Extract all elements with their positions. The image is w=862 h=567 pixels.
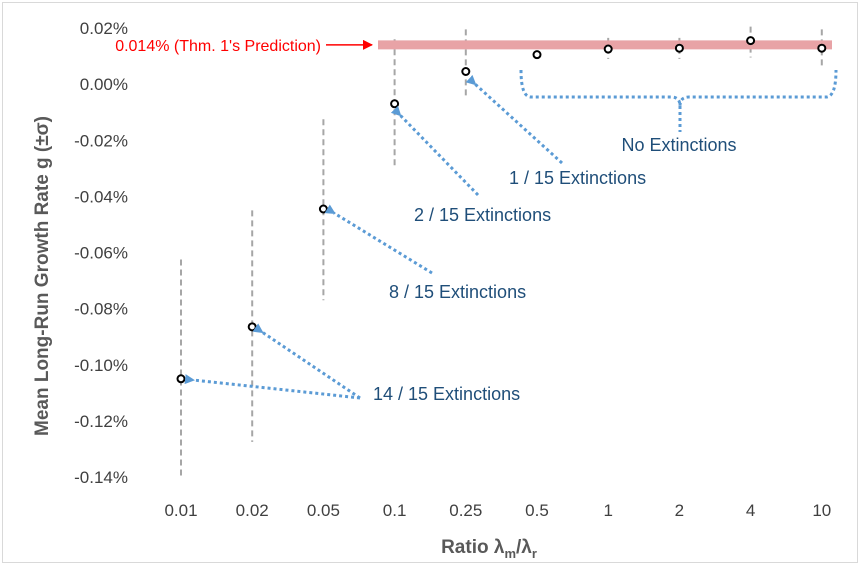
mean-point [746,36,756,46]
y-tick-label: -0.08% [74,300,128,319]
arrow-one-extinction [465,74,564,165]
tick-labels: 0.02% 0.00% -0.02% -0.04% -0.06% -0.08% -0.10%… [74,19,831,520]
mean-point [176,374,186,384]
mean-point [390,99,400,109]
mean-point [532,50,542,60]
annotations: No Extinctions 1 / 15 Extinctions 2 / 15… [184,69,838,404]
x-axis-title: Ratio λm/λr [441,537,537,561]
mean-point [603,44,613,54]
x-tick-label: 0.02 [236,501,269,520]
mean-point [247,322,257,332]
x-tick-label: 2 [675,501,684,520]
annotation-no-extinctions: No Extinctions [621,135,736,155]
y-tick-label: -0.06% [74,244,128,263]
y-tick-label: 0.00% [80,75,128,94]
x-tick-label: 0.05 [307,501,340,520]
y-tick-label: -0.10% [74,356,128,375]
y-tick-label: -0.02% [74,131,128,150]
x-tick-label: 1 [603,501,612,520]
arrow-fourteen-extinctions-a [184,374,361,400]
x-tick-label: 4 [746,501,755,520]
annotation-one-extinction: 1 / 15 Extinctions [509,168,646,188]
arrow-two-extinctions [390,105,480,197]
y-axis-title: Mean Long-Run Growth Rate g (±σ) [32,116,53,436]
annotation-two-extinctions: 2 / 15 Extinctions [414,205,551,225]
y-tick-label: -0.12% [74,412,128,431]
annotation-fourteen-extinctions: 14 / 15 Extinctions [373,384,520,404]
y-tick-label: -0.14% [74,468,128,487]
mean-point [318,204,328,214]
arrow-fourteen-extinctions-b [252,323,361,400]
x-tick-label: 10 [812,501,831,520]
y-tick-label: 0.02% [80,19,128,38]
x-tick-label: 0.5 [525,501,549,520]
x-tick-label: 0.1 [383,501,407,520]
mean-point [817,43,827,53]
error-bars [180,26,823,477]
x-tick-label: 0.01 [164,501,197,520]
y-tick-label: -0.04% [74,187,128,206]
arrow-eight-extinctions [324,204,433,275]
annotation-eight-extinctions: 8 / 15 Extinctions [389,282,526,302]
mean-point [461,66,471,76]
no-extinctions-bracket [519,69,838,107]
prediction-layer: 0.014% (Thm. 1's Prediction) [115,38,832,55]
prediction-label: 0.014% (Thm. 1's Prediction) [115,38,321,55]
mean-point [674,43,684,53]
x-tick-label: 0.25 [449,501,482,520]
